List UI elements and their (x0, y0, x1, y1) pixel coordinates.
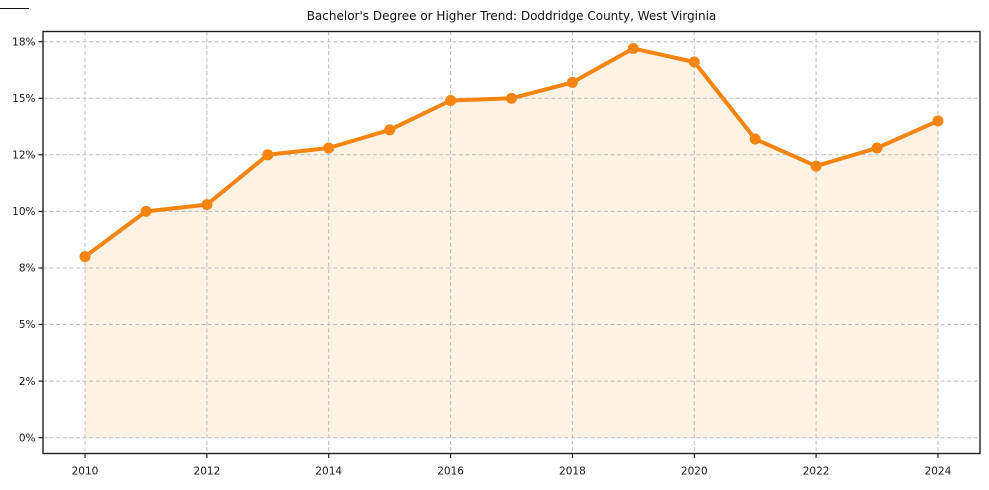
data-point-2013 (262, 149, 274, 161)
data-point-2012 (201, 199, 213, 211)
x-tick-label: 2018 (559, 466, 586, 478)
x-tick-label: 2020 (681, 466, 708, 478)
x-tick-label: 2014 (315, 466, 342, 478)
x-tick-label: 2022 (803, 466, 830, 478)
data-point-2018 (566, 76, 578, 88)
data-point-2010 (79, 251, 91, 263)
chart-title: Bachelor's Degree or Higher Trend: Doddr… (306, 9, 717, 23)
data-point-2014 (323, 142, 335, 154)
data-point-2022 (810, 160, 822, 172)
data-point-2016 (445, 95, 457, 106)
y-tick-label: 5% (19, 319, 36, 331)
data-point-2011 (140, 205, 152, 217)
y-tick-label: 8% (19, 263, 36, 275)
data-point-2023 (871, 142, 883, 154)
x-tick-label: 2016 (437, 466, 464, 478)
data-point-2021 (749, 133, 761, 145)
y-tick-label: 2% (19, 376, 36, 388)
y-tick-label: 10% (12, 206, 35, 218)
y-tick-label: 18% (12, 36, 35, 48)
data-point-2019 (627, 43, 639, 54)
series-area-fill (85, 48, 938, 438)
y-tick-label: 12% (12, 150, 35, 162)
x-tick-label: 2024 (925, 466, 952, 478)
crop-artifact-line (0, 7, 29, 9)
data-point-2017 (506, 92, 517, 104)
data-point-2020 (688, 56, 700, 68)
x-tick-label: 2010 (72, 466, 99, 478)
data-point-2024 (932, 115, 944, 127)
x-tick-label: 2012 (194, 466, 221, 478)
data-point-2015 (384, 124, 396, 136)
y-tick-label: 0% (19, 432, 36, 444)
axes-frame (42, 30, 981, 455)
y-tick-label: 15% (12, 93, 35, 105)
